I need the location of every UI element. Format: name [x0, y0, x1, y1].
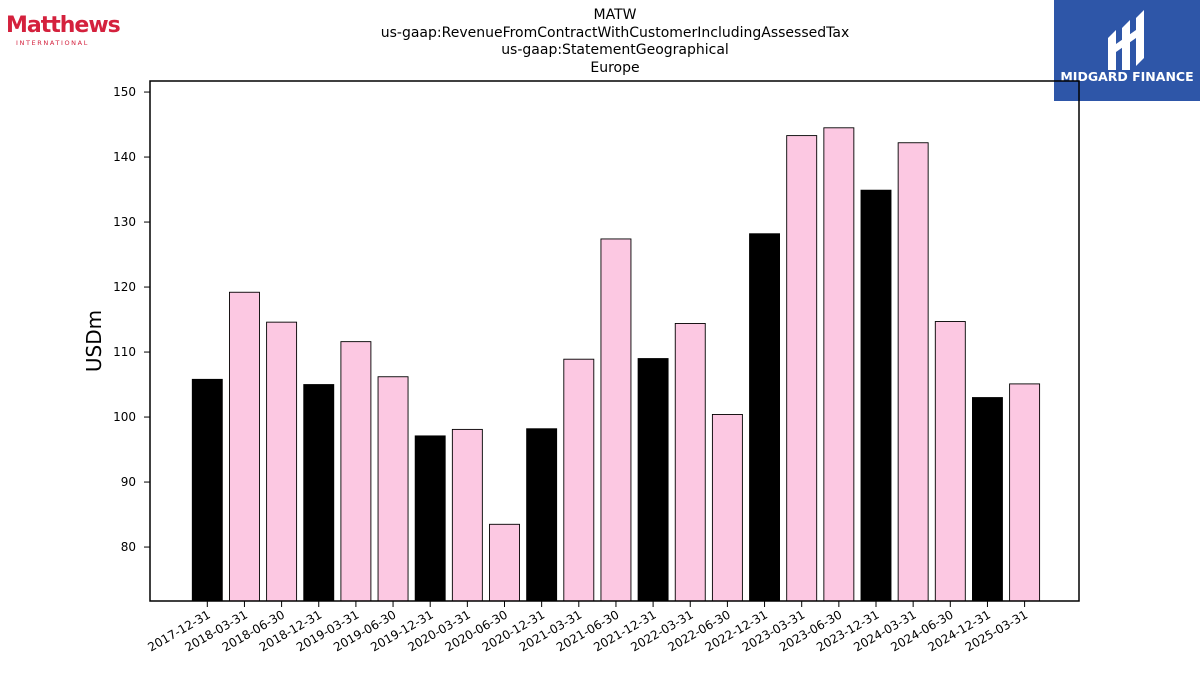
- title-line-concept: us-gaap:RevenueFromContractWithCustomerI…: [380, 24, 850, 41]
- y-tick-label-140: 140: [113, 150, 136, 164]
- bar-2020-06-30: [489, 523, 520, 602]
- bar-2021-12-31: [637, 358, 669, 602]
- y-tick-label-110: 110: [113, 345, 136, 359]
- y-tick-label-120: 120: [113, 280, 136, 294]
- matthews-logo-brand: Matthews: [6, 13, 121, 38]
- bar-2024-03-31: [897, 142, 929, 602]
- matthews-logo-sub: INTERNATIONAL: [16, 39, 89, 47]
- bar-2022-12-31: [749, 233, 780, 602]
- bar-2018-12-31: [303, 384, 335, 602]
- bar-2023-06-30: [823, 127, 855, 602]
- bar-2019-03-31: [340, 341, 372, 602]
- midgard-logo-text: MIDGARD FINANCE: [1060, 69, 1194, 84]
- bar-2019-06-30: [377, 376, 409, 602]
- y-tick-label-80: 80: [121, 540, 136, 554]
- title-line-member: Europe: [590, 59, 640, 76]
- y-tick-label-130: 130: [113, 215, 136, 229]
- bar-2021-03-31: [563, 358, 595, 602]
- title-line-ticker: MATW: [593, 7, 637, 23]
- y-axis-label: USDm: [82, 310, 106, 372]
- bar-2022-03-31: [674, 323, 706, 602]
- plot-frame: [149, 80, 1080, 602]
- bar-2023-12-31: [860, 189, 892, 602]
- y-axis: 80 90 100 110 120 130 140 150: [113, 85, 150, 554]
- bar-2024-12-31: [972, 397, 1003, 602]
- bar-2017-12-31: [191, 378, 223, 602]
- bar-2018-03-31: [228, 291, 260, 602]
- bars-group: [191, 127, 1041, 602]
- bar-2020-03-31: [451, 428, 483, 602]
- matthews-logo: Matthews INTERNATIONAL: [6, 13, 121, 48]
- bar-2019-12-31: [414, 435, 446, 602]
- y-tick-label-90: 90: [121, 475, 136, 489]
- bar-2022-06-30: [711, 414, 743, 602]
- bar-2018-06-30: [266, 321, 298, 602]
- y-tick-label-100: 100: [113, 410, 136, 424]
- title-line-axis: us-gaap:StatementGeographical: [501, 42, 729, 58]
- chart-title: MATW us-gaap:RevenueFromContractWithCust…: [315, 7, 915, 77]
- y-tick-label-150: 150: [113, 85, 136, 99]
- bar-2024-06-30: [934, 321, 966, 602]
- bar-2020-12-31: [526, 428, 558, 602]
- midgard-mark-icon: [1108, 10, 1144, 70]
- midgard-finance-logo: MIDGARD FINANCE: [1054, 0, 1200, 101]
- bar-2025-03-31: [1009, 383, 1041, 602]
- bar-2021-06-30: [600, 238, 632, 602]
- bar-2023-03-31: [786, 135, 818, 602]
- x-axis: 2017-12-312018-03-312018-06-302018-12-31…: [145, 601, 1030, 654]
